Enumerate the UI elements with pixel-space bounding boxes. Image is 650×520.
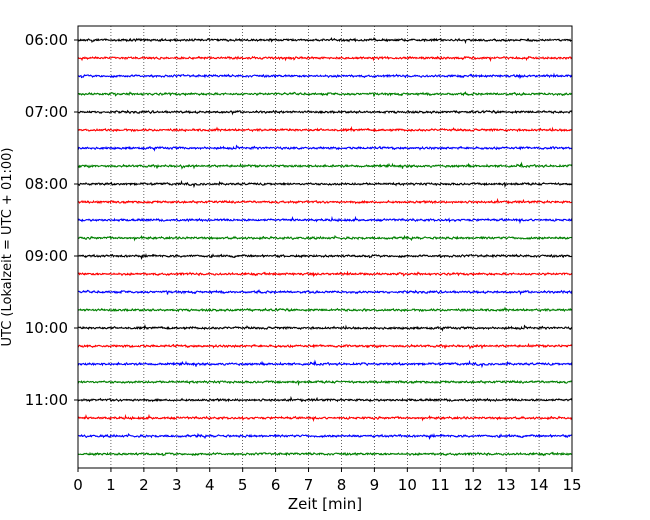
trace-0815 — [77, 197, 573, 205]
trace-0615 — [77, 55, 573, 63]
trace-0715 — [77, 125, 573, 133]
y-tick-label-0600: 06:00 — [25, 31, 68, 49]
trace-0600 — [77, 36, 573, 45]
trace-1130 — [77, 432, 573, 441]
x-tick-label-9: 9 — [370, 476, 380, 494]
trace-1145 — [77, 451, 573, 457]
trace-1100 — [77, 395, 573, 403]
trace-0730 — [77, 144, 573, 152]
x-tick-label-14: 14 — [530, 476, 549, 494]
y-tick-label-1000: 10:00 — [25, 319, 68, 337]
trace-1045 — [77, 379, 573, 387]
trace-0945 — [77, 306, 573, 313]
trace-0700 — [77, 109, 573, 116]
trace-0930 — [77, 289, 573, 296]
y-tick-label-0700: 07:00 — [25, 103, 68, 121]
x-tick-label-3: 3 — [172, 476, 182, 494]
trace-0800 — [77, 179, 573, 189]
trace-0845 — [77, 234, 573, 242]
x-tick-label-8: 8 — [337, 476, 347, 494]
seismic-traces — [77, 36, 573, 457]
y-axis-label: UTC (Lokalzeit = UTC + 01:00) — [0, 148, 15, 347]
y-tick-label-1100: 11:00 — [25, 391, 68, 409]
trace-1030 — [77, 359, 573, 369]
x-tick-label-2: 2 — [139, 476, 149, 494]
x-tick-label-15: 15 — [562, 476, 581, 494]
trace-0830 — [77, 215, 573, 225]
x-axis-ticks: 0 1 2 3 4 5 6 7 8 9 10 11 12 13 14 15 — [73, 468, 582, 494]
x-axis-label: Zeit [min] — [288, 495, 362, 513]
trace-1115 — [77, 413, 573, 423]
x-tick-label-7: 7 — [304, 476, 314, 494]
trace-0900 — [77, 252, 573, 261]
x-tick-label-5: 5 — [238, 476, 248, 494]
y-tick-label-0900: 09:00 — [25, 247, 68, 265]
x-tick-label-6: 6 — [271, 476, 281, 494]
plot-frame — [77, 25, 573, 469]
x-tick-label-1: 1 — [106, 476, 116, 494]
y-axis-ticks: 06:00 07:00 08:00 09:00 10:00 11:00 — [25, 31, 78, 409]
y-tick-label-0800: 08:00 — [25, 175, 68, 193]
grid-lines — [110, 26, 540, 468]
x-tick-label-0: 0 — [73, 476, 83, 494]
trace-0630 — [77, 72, 573, 80]
x-tick-label-12: 12 — [464, 476, 483, 494]
trace-1000 — [77, 323, 573, 332]
x-tick-label-13: 13 — [497, 476, 516, 494]
trace-1015 — [77, 342, 573, 350]
trace-0645 — [77, 91, 573, 97]
trace-0915 — [77, 270, 573, 278]
x-tick-label-11: 11 — [431, 476, 450, 494]
x-tick-label-10: 10 — [398, 476, 417, 494]
trace-0745 — [77, 161, 573, 170]
x-tick-label-4: 4 — [205, 476, 215, 494]
